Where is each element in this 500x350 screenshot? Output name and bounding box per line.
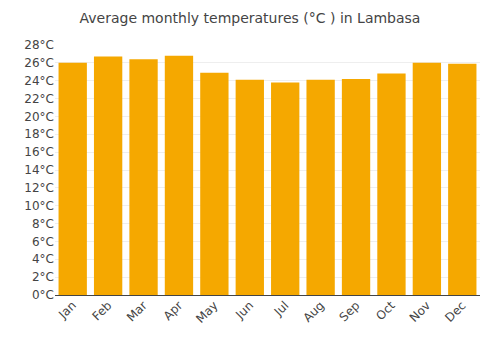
svg-text:2°C: 2°C [32, 270, 54, 284]
svg-text:Aug: Aug [301, 298, 327, 324]
svg-text:Jan: Jan [55, 298, 79, 322]
svg-text:24°C: 24°C [24, 74, 54, 88]
svg-text:22°C: 22°C [24, 92, 54, 106]
svg-text:28°C: 28°C [24, 38, 54, 52]
svg-text:Jun: Jun [232, 298, 256, 322]
svg-text:18°C: 18°C [24, 127, 54, 141]
svg-text:26°C: 26°C [24, 56, 54, 70]
svg-text:0°C: 0°C [32, 288, 54, 302]
svg-text:Mar: Mar [124, 298, 150, 324]
svg-text:6°C: 6°C [32, 235, 54, 249]
svg-text:Jul: Jul [271, 298, 292, 319]
svg-text:4°C: 4°C [32, 252, 54, 266]
svg-text:10°C: 10°C [24, 199, 54, 213]
svg-text:Nov: Nov [407, 298, 433, 324]
svg-text:Dec: Dec [442, 298, 468, 324]
svg-text:May: May [193, 298, 220, 325]
svg-text:14°C: 14°C [24, 163, 54, 177]
svg-text:Oct: Oct [373, 298, 398, 323]
svg-text:16°C: 16°C [24, 145, 54, 159]
svg-text:12°C: 12°C [24, 181, 54, 195]
svg-text:Average monthly temperatures (: Average monthly temperatures (°C ) in La… [80, 10, 421, 26]
svg-text:Apr: Apr [161, 298, 186, 323]
svg-text:Sep: Sep [337, 298, 363, 324]
svg-text:20°C: 20°C [24, 110, 54, 124]
svg-text:8°C: 8°C [32, 217, 54, 231]
svg-text:Feb: Feb [90, 298, 115, 323]
